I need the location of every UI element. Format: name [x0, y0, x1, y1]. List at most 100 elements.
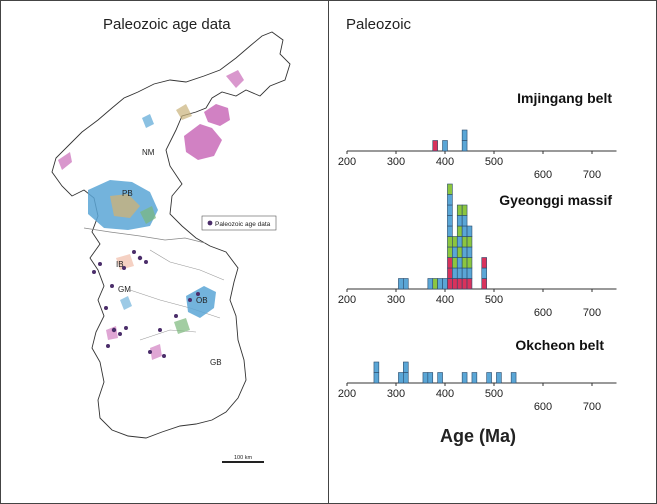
histogram-bar-cell [373, 361, 380, 373]
south-geology [106, 254, 216, 360]
x-tick-label: 600 [534, 401, 552, 413]
histogram-bar-cell [447, 194, 453, 206]
x-tick-label: 500 [485, 388, 503, 400]
x-tick-label: 400 [436, 156, 454, 168]
x-tick-label: 300 [387, 388, 405, 400]
histogram-bar-cell [442, 140, 448, 152]
histogram-bar-cell [437, 372, 443, 384]
dmz-line [83, 227, 206, 244]
x-tick-label: 700 [583, 401, 601, 413]
histogram-bar-cell [447, 183, 453, 195]
histogram-bar-cell [403, 361, 409, 373]
histogram-bar-cell [456, 246, 463, 258]
histogram-bar-cell [456, 215, 463, 227]
histogram-bar-cell [432, 278, 438, 290]
histogram-bar-cell [481, 278, 487, 290]
region-label-pb: PB [122, 189, 133, 198]
histogram-3: Okcheon belt 200 300 400 500 600 700 [338, 337, 617, 413]
region-label-nm: NM [142, 148, 155, 157]
histogram-bar-cell [456, 204, 463, 216]
sample-points [92, 250, 200, 358]
nm-geology [58, 70, 244, 170]
histogram-bar-cell [452, 246, 458, 258]
legend-label: Paleozoic age data [215, 221, 271, 228]
region-label-gb: GB [210, 358, 222, 367]
x-tick-label: 700 [583, 169, 601, 181]
histogram-bar-cell [471, 372, 478, 384]
region-label-gm: GM [118, 285, 131, 294]
histogram-bar-cell [447, 267, 453, 279]
histogram-bar-cell [427, 278, 434, 290]
histogram-bar-cell [447, 225, 453, 237]
histogram-charts: Imjingang belt 200 300 400 500 600 700 Gyeonggi… [338, 90, 617, 413]
histogram-bar-cell [486, 372, 492, 384]
histogram-bar-cell [510, 372, 517, 384]
histogram-bar-cell [452, 236, 458, 248]
histogram-bar-cell [427, 372, 434, 384]
scale-bar: 100 km [222, 455, 264, 463]
histogram-bar-cell [447, 257, 453, 269]
x-tick-label: 300 [387, 294, 405, 306]
histogram-1: Imjingang belt 200 300 400 500 600 700 [338, 90, 617, 181]
histogram-bar-cell [466, 236, 473, 248]
x-tick-label: 300 [387, 156, 405, 168]
histogram-title: Imjingang belt [517, 90, 612, 106]
histogram-bar-cell [398, 278, 404, 290]
histogram-bar-cell [461, 215, 468, 227]
histogram-bar-cell [456, 257, 463, 269]
legend-dot-icon [207, 220, 213, 226]
histogram-panel-title: Paleozoic [346, 16, 412, 33]
boundary-line [149, 249, 225, 281]
x-tick-label: 200 [338, 156, 356, 168]
histogram-bar-cell [481, 257, 487, 269]
histogram-bar-cell [398, 372, 404, 384]
x-tick-label: 500 [485, 156, 503, 168]
histogram-bar-cell [452, 267, 458, 279]
histogram-bar-cell [456, 225, 463, 237]
histogram-panel: Paleozoic Imjingang belt 200 300 400 500 600 7… [338, 16, 617, 446]
histogram-bar-cell [466, 278, 473, 290]
histogram-bar-cell [447, 215, 453, 227]
histogram-bar-cell [447, 246, 453, 258]
histogram-bar-cell [461, 129, 468, 141]
histogram-bar-cell [403, 372, 409, 384]
histogram-2: Gyeonggi massif 200 300 400 500 600 700 [338, 183, 617, 319]
x-tick-label: 500 [485, 294, 503, 306]
histogram-bar-cell [403, 278, 409, 290]
x-tick-label: 600 [534, 169, 552, 181]
histogram-bar-cell [447, 236, 453, 248]
histogram-bar-cell [481, 267, 487, 279]
histogram-bar-cell [437, 278, 443, 290]
histogram-bar-cell [461, 140, 468, 152]
x-tick-label: 400 [436, 388, 454, 400]
x-tick-label: 200 [338, 388, 356, 400]
histogram-bar-cell [461, 372, 468, 384]
histogram-bar-cell [447, 278, 453, 290]
scale-label: 100 km [234, 455, 252, 461]
x-tick-label: 400 [436, 294, 454, 306]
axis-title: Age (Ma) [440, 426, 516, 446]
histogram-bar-cell [466, 246, 473, 258]
histogram-bar-cell [461, 236, 468, 248]
histogram-bar-cell [461, 278, 468, 290]
histogram-bar-cell [373, 372, 380, 384]
histogram-bar-cell [456, 236, 463, 248]
histogram-bar-cell [432, 140, 438, 152]
histogram-bar-cell [456, 267, 463, 279]
histogram-bar-cell [466, 267, 473, 279]
histogram-title: Gyeonggi massif [499, 192, 612, 208]
map-legend: Paleozoic age data [201, 215, 277, 231]
histogram-title: Okcheon belt [515, 337, 604, 353]
histogram-bar-cell [452, 257, 458, 269]
boundary-line [139, 329, 197, 341]
histogram-bar-cell [452, 278, 458, 290]
histogram-bar-cell [461, 267, 468, 279]
histogram-bar-cell [422, 372, 429, 384]
histogram-bar-cell [461, 225, 468, 237]
histogram-bar-cell [456, 278, 463, 290]
x-tick-label: 700 [583, 307, 601, 319]
histogram-bar-cell [461, 257, 468, 269]
region-label-ib: IB [116, 260, 124, 269]
histogram-bar-cell [461, 246, 468, 258]
